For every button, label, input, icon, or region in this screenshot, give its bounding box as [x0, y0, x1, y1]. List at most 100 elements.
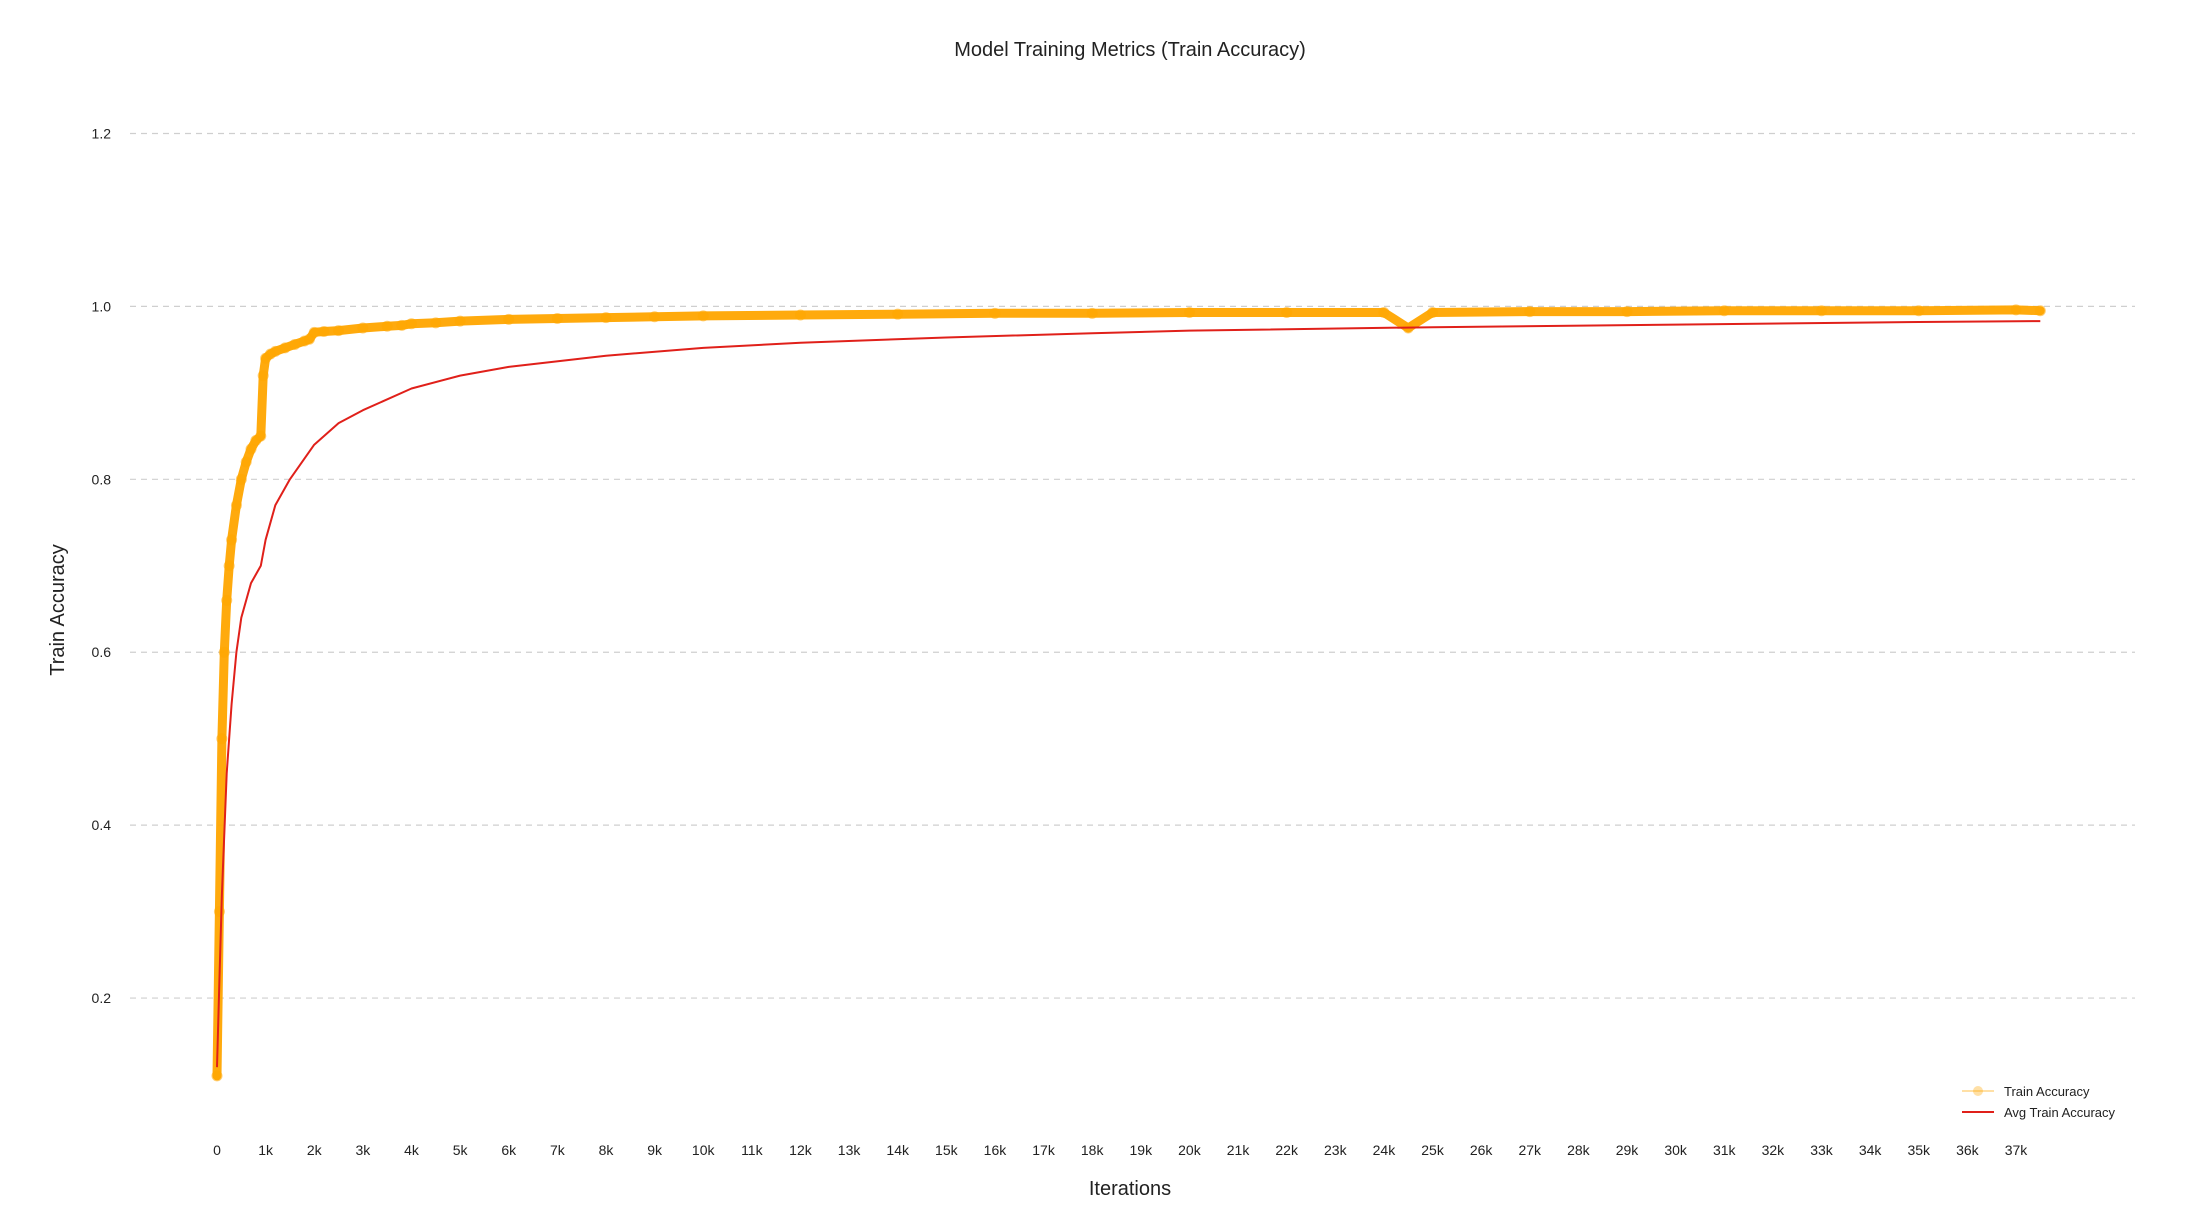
train-accuracy-point-24 [357, 322, 369, 334]
legend-label-avg-train-accuracy: Avg Train Accuracy [2004, 1105, 2116, 1120]
x-tick-label-29: 29k [1616, 1142, 1640, 1158]
y-tick-label-3: 0.8 [92, 471, 112, 487]
y-tick-label-4: 1.0 [92, 298, 112, 314]
x-tick-label-28: 28k [1567, 1142, 1591, 1158]
x-tick-label-32: 32k [1762, 1142, 1786, 1158]
x-tick-label-25: 25k [1421, 1142, 1445, 1158]
train-accuracy-point-45 [1621, 306, 1633, 318]
train-accuracy-point-26 [396, 319, 408, 331]
train-accuracy-point-40 [1281, 306, 1293, 318]
train-accuracy-point-18 [289, 338, 301, 350]
x-tick-label-31: 31k [1713, 1142, 1737, 1158]
train-accuracy-point-29 [454, 315, 466, 327]
train-accuracy-point-27 [405, 318, 417, 330]
train-accuracy-point-30 [503, 313, 515, 325]
y-axis-ticks: 0.2 0.4 0.6 0.8 1.0 1.2 [92, 125, 112, 1006]
train-accuracy-point-38 [1086, 307, 1098, 319]
train-accuracy-point-33 [649, 311, 661, 323]
train-accuracy-point-8 [235, 473, 247, 485]
train-accuracy-point-47 [1816, 305, 1828, 317]
train-accuracy-point-35 [794, 309, 806, 321]
x-tick-label-22: 22k [1275, 1142, 1299, 1158]
train-accuracy-point-21 [308, 326, 320, 338]
train-accuracy-point-10 [245, 443, 257, 455]
y-tick-label-5: 1.2 [92, 125, 112, 141]
x-tick-label-30: 30k [1664, 1142, 1688, 1158]
train-accuracy-point-31 [551, 313, 563, 325]
x-tick-label-16: 16k [984, 1142, 1008, 1158]
y-axis-label: Train Accuracy [47, 544, 69, 676]
train-accuracy-point-36 [892, 308, 904, 320]
legend-marker-train-accuracy [1973, 1086, 1983, 1096]
x-tick-label-8: 8k [599, 1142, 615, 1158]
x-tick-label-0: 0 [213, 1142, 221, 1158]
train-accuracy-point-5 [223, 560, 235, 572]
x-tick-label-15: 15k [935, 1142, 959, 1158]
train-accuracy-point-34 [697, 310, 709, 322]
x-tick-label-35: 35k [1907, 1142, 1931, 1158]
x-tick-label-24: 24k [1373, 1142, 1397, 1158]
train-accuracy-point-1 [213, 906, 225, 918]
x-tick-label-20: 20k [1178, 1142, 1202, 1158]
x-tick-label-3: 3k [355, 1142, 371, 1158]
x-tick-label-9: 9k [647, 1142, 663, 1158]
x-tick-label-18: 18k [1081, 1142, 1105, 1158]
x-tick-label-27: 27k [1518, 1142, 1542, 1158]
x-tick-label-6: 6k [501, 1142, 517, 1158]
train-accuracy-point-23 [333, 325, 345, 337]
series-line-avg-train-accuracy [216, 320, 2041, 1068]
x-tick-label-10: 10k [692, 1142, 716, 1158]
legend-label-train-accuracy: Train Accuracy [2004, 1084, 2090, 1099]
train-accuracy-point-41 [1378, 306, 1390, 318]
x-tick-label-36: 36k [1956, 1142, 1980, 1158]
train-accuracy-point-6 [226, 534, 238, 546]
x-tick-label-13: 13k [838, 1142, 862, 1158]
train-accuracy-point-17 [279, 342, 291, 354]
x-tick-label-4: 4k [404, 1142, 420, 1158]
legend: Train Accuracy Avg Train Accuracy [1962, 1084, 2116, 1120]
x-tick-label-33: 33k [1810, 1142, 1834, 1158]
train-accuracy-point-22 [318, 325, 330, 337]
train-accuracy-point-49 [2010, 304, 2022, 316]
y-tick-label-2: 0.6 [92, 644, 112, 660]
train-accuracy-point-37 [989, 307, 1001, 319]
train-accuracy-point-0 [211, 1070, 223, 1082]
chart-title: Model Training Metrics (Train Accuracy) [954, 39, 1306, 61]
x-tick-label-12: 12k [789, 1142, 813, 1158]
series-line-train-accuracy [212, 305, 2045, 1081]
y-tick-label-0: 0.2 [92, 990, 112, 1006]
x-tick-label-21: 21k [1227, 1142, 1251, 1158]
train-accuracy-point-12 [255, 430, 267, 442]
x-tick-label-5: 5k [453, 1142, 469, 1158]
x-tick-label-19: 19k [1130, 1142, 1154, 1158]
x-tick-label-23: 23k [1324, 1142, 1348, 1158]
x-tick-label-17: 17k [1032, 1142, 1056, 1158]
x-axis-ticks: 0 1k 2k 3k 4k 5k 6k 7k 8k 9k 10k 11k 12k 13k 14k 15k 16k… [213, 1142, 2028, 1158]
train-accuracy-point-44 [1524, 306, 1536, 318]
train-accuracy-point-3 [218, 646, 230, 658]
x-tick-label-7: 7k [550, 1142, 566, 1158]
grid-layer [130, 132, 2135, 999]
x-tick-label-14: 14k [886, 1142, 910, 1158]
x-tick-label-34: 34k [1859, 1142, 1883, 1158]
train-accuracy-point-16 [269, 345, 281, 357]
train-accuracy-point-46 [1718, 305, 1730, 317]
train-accuracy-point-32 [600, 312, 612, 324]
series-layer [211, 304, 2046, 1082]
x-tick-label-2: 2k [307, 1142, 323, 1158]
train-accuracy-point-9 [240, 456, 252, 468]
train-accuracy-point-13 [257, 370, 269, 382]
x-tick-label-1: 1k [258, 1142, 274, 1158]
train-accuracy-point-43 [1427, 306, 1439, 318]
x-tick-label-26: 26k [1470, 1142, 1494, 1158]
y-tick-label-1: 0.4 [92, 817, 112, 833]
train-accuracy-point-25 [381, 320, 393, 332]
train-accuracy-point-2 [216, 733, 228, 745]
train-accuracy-point-39 [1183, 306, 1195, 318]
train-accuracy-point-4 [221, 594, 233, 606]
x-axis-label: Iterations [1089, 1178, 1171, 1200]
x-tick-label-37: 37k [2005, 1142, 2029, 1158]
train-accuracy-point-28 [430, 317, 442, 329]
train-accuracy-point-7 [230, 499, 242, 511]
